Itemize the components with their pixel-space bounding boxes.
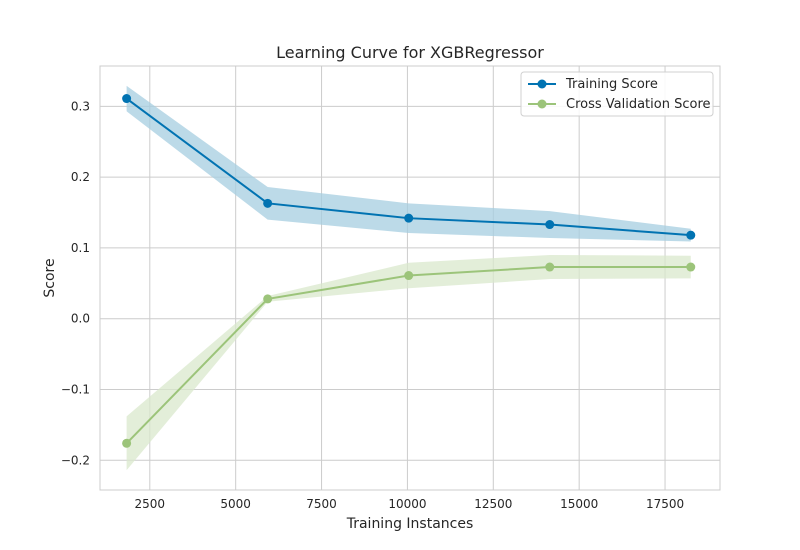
- training-score-point: [686, 230, 696, 240]
- legend-label-cross-validation-score: Cross Validation Score: [566, 97, 711, 112]
- x-tick-label: 15000: [560, 497, 598, 511]
- x-tick-label: 5000: [220, 497, 251, 511]
- cross-validation-score-point: [404, 271, 414, 281]
- y-tick-label: 0.3: [71, 99, 90, 113]
- cross-validation-score-point: [686, 262, 696, 272]
- y-tick-label: 0.1: [71, 241, 90, 255]
- x-tick-label: 17500: [646, 497, 684, 511]
- legend: Training Score Cross Validation Score: [520, 71, 714, 117]
- training-score-point: [122, 94, 132, 104]
- x-tick-label: 7500: [306, 497, 337, 511]
- y-axis-label: Score: [42, 258, 58, 297]
- x-tick-label: 12500: [474, 497, 512, 511]
- training-score-point: [545, 220, 555, 230]
- training-score-point: [263, 198, 273, 208]
- legend-entry-cross-validation-score: Cross Validation Score: [528, 97, 711, 112]
- x-axis-ticks: 2500 5000 7500 10000 12500 15000 17500: [135, 497, 685, 511]
- y-tick-label: −0.2: [61, 453, 90, 467]
- y-tick-label: 0.0: [71, 312, 90, 326]
- grid-lines: [100, 66, 720, 490]
- cross-validation-score-point: [122, 438, 132, 448]
- chart-title: Learning Curve for XGBRegressor: [276, 43, 544, 62]
- series-points: [122, 94, 696, 448]
- y-axis-ticks: −0.2 −0.1 0.0 0.1 0.2 0.3: [61, 99, 90, 467]
- x-tick-label: 10000: [388, 497, 426, 511]
- training-score-point: [404, 213, 414, 223]
- cross-validation-score-confidence-band: [126, 254, 691, 471]
- legend-marker-training-score: [537, 79, 547, 89]
- cross-validation-score-point: [263, 294, 273, 304]
- plot-frame: [99, 65, 721, 491]
- legend-box: [520, 71, 714, 117]
- x-axis-label: Training Instances: [346, 516, 474, 532]
- legend-entry-training-score: Training Score: [528, 77, 658, 92]
- legend-label-training-score: Training Score: [565, 77, 658, 92]
- cross-validation-score-point: [545, 262, 555, 272]
- legend-marker-cross-validation-score: [537, 99, 547, 109]
- x-tick-label: 2500: [135, 497, 166, 511]
- y-tick-label: −0.1: [61, 382, 90, 396]
- y-tick-label: 0.2: [71, 170, 90, 184]
